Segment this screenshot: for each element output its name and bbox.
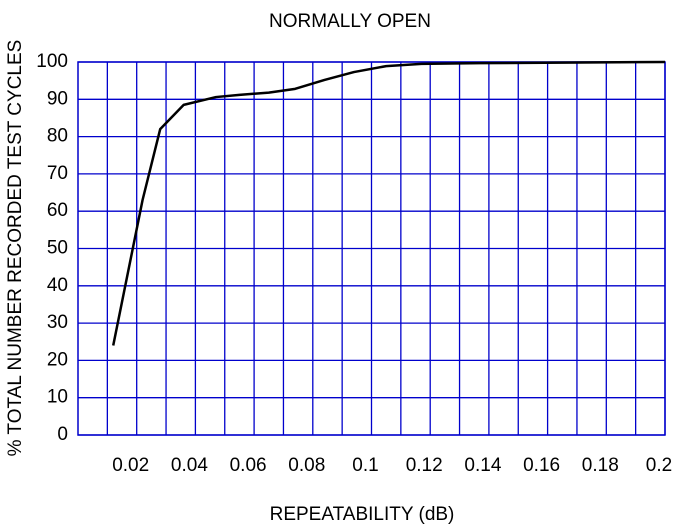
x-tick-label: 0.06 (230, 455, 267, 476)
y-tick-label: 60 (47, 200, 68, 221)
x-tick-label: 0.1 (352, 455, 378, 476)
y-tick-label: 80 (47, 126, 68, 147)
y-axis-label: % TOTAL NUMBER RECORDED TEST CYCLES (5, 40, 26, 457)
x-tick-label: 0.16 (523, 455, 560, 476)
x-tick-label: 0.14 (464, 455, 501, 476)
chart-title: NORMALLY OPEN (269, 11, 431, 32)
y-tick-label: 10 (47, 387, 68, 408)
x-tick-label: 0.02 (112, 455, 149, 476)
x-tick-label: 0.12 (406, 455, 443, 476)
x-tick-label: 0.08 (288, 455, 325, 476)
y-tick-label: 90 (47, 88, 68, 109)
y-tick-label: 40 (47, 275, 68, 296)
x-tick-label: 0.18 (582, 455, 619, 476)
y-tick-label: 100 (36, 51, 68, 72)
y-tick-label: 70 (47, 163, 68, 184)
x-axis-label: REPEATABILITY (dB) (270, 504, 455, 525)
y-tick-label: 0 (57, 424, 68, 445)
x-tick-label: 0.04 (171, 455, 208, 476)
plot-border (77, 61, 666, 436)
x-tick-label: 0.2 (646, 455, 672, 476)
y-tick-label: 20 (47, 349, 68, 370)
data-line (111, 60, 666, 346)
y-tick-label: 50 (47, 238, 68, 259)
y-tick-label: 30 (47, 312, 68, 333)
